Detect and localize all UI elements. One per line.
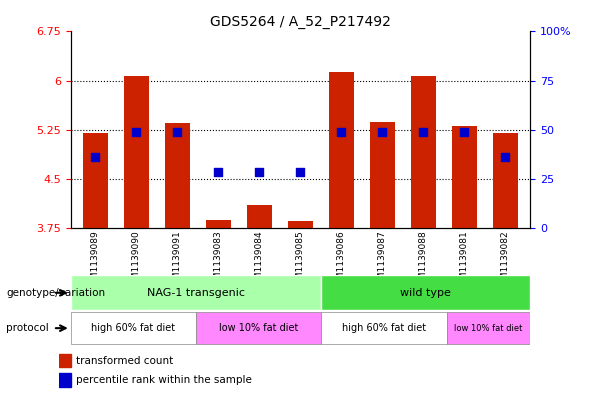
Bar — [452, 127, 477, 228]
Text: percentile rank within the sample: percentile rank within the sample — [77, 375, 252, 386]
Text: NAG-1 transgenic: NAG-1 transgenic — [147, 288, 245, 298]
Text: high 60% fat diet: high 60% fat diet — [342, 323, 426, 333]
Text: wild type: wild type — [401, 288, 451, 298]
FancyBboxPatch shape — [446, 312, 530, 344]
Text: GSM1139091: GSM1139091 — [173, 230, 182, 291]
Bar — [411, 76, 436, 228]
Bar — [124, 76, 148, 228]
Point — [254, 169, 264, 175]
Text: genotype/variation: genotype/variation — [6, 288, 105, 298]
FancyBboxPatch shape — [321, 312, 446, 344]
Point — [419, 129, 428, 135]
FancyBboxPatch shape — [321, 275, 530, 310]
Bar — [59, 354, 71, 367]
Text: GSM1139086: GSM1139086 — [337, 230, 346, 291]
Point — [378, 129, 387, 135]
Point — [501, 154, 510, 160]
Point — [460, 129, 469, 135]
Bar — [83, 133, 108, 228]
Text: GSM1139081: GSM1139081 — [460, 230, 469, 291]
Text: GSM1139090: GSM1139090 — [132, 230, 141, 291]
Bar — [493, 133, 518, 228]
Bar — [206, 220, 231, 228]
Bar — [165, 123, 190, 228]
Text: GSM1139087: GSM1139087 — [378, 230, 387, 291]
Text: GSM1139082: GSM1139082 — [501, 230, 510, 291]
Bar — [329, 72, 354, 228]
Point — [91, 154, 100, 160]
Point — [214, 169, 223, 175]
Point — [296, 169, 305, 175]
Text: GSM1139085: GSM1139085 — [296, 230, 305, 291]
Point — [173, 129, 182, 135]
Bar — [370, 123, 395, 228]
Bar — [59, 373, 71, 387]
FancyBboxPatch shape — [71, 312, 196, 344]
Text: GSM1139084: GSM1139084 — [255, 230, 264, 291]
Bar — [247, 205, 272, 228]
Point — [131, 129, 141, 135]
Text: transformed count: transformed count — [77, 356, 174, 366]
Point — [337, 129, 346, 135]
Text: GSM1139089: GSM1139089 — [91, 230, 100, 291]
Text: low 10% fat diet: low 10% fat diet — [454, 324, 522, 332]
Bar — [288, 221, 313, 228]
Text: protocol: protocol — [6, 323, 49, 333]
Title: GDS5264 / A_52_P217492: GDS5264 / A_52_P217492 — [210, 15, 391, 29]
Text: low 10% fat diet: low 10% fat diet — [219, 323, 298, 333]
FancyBboxPatch shape — [196, 312, 321, 344]
Text: GSM1139083: GSM1139083 — [214, 230, 223, 291]
Text: high 60% fat diet: high 60% fat diet — [91, 323, 176, 333]
Text: GSM1139088: GSM1139088 — [419, 230, 428, 291]
FancyBboxPatch shape — [71, 275, 321, 310]
